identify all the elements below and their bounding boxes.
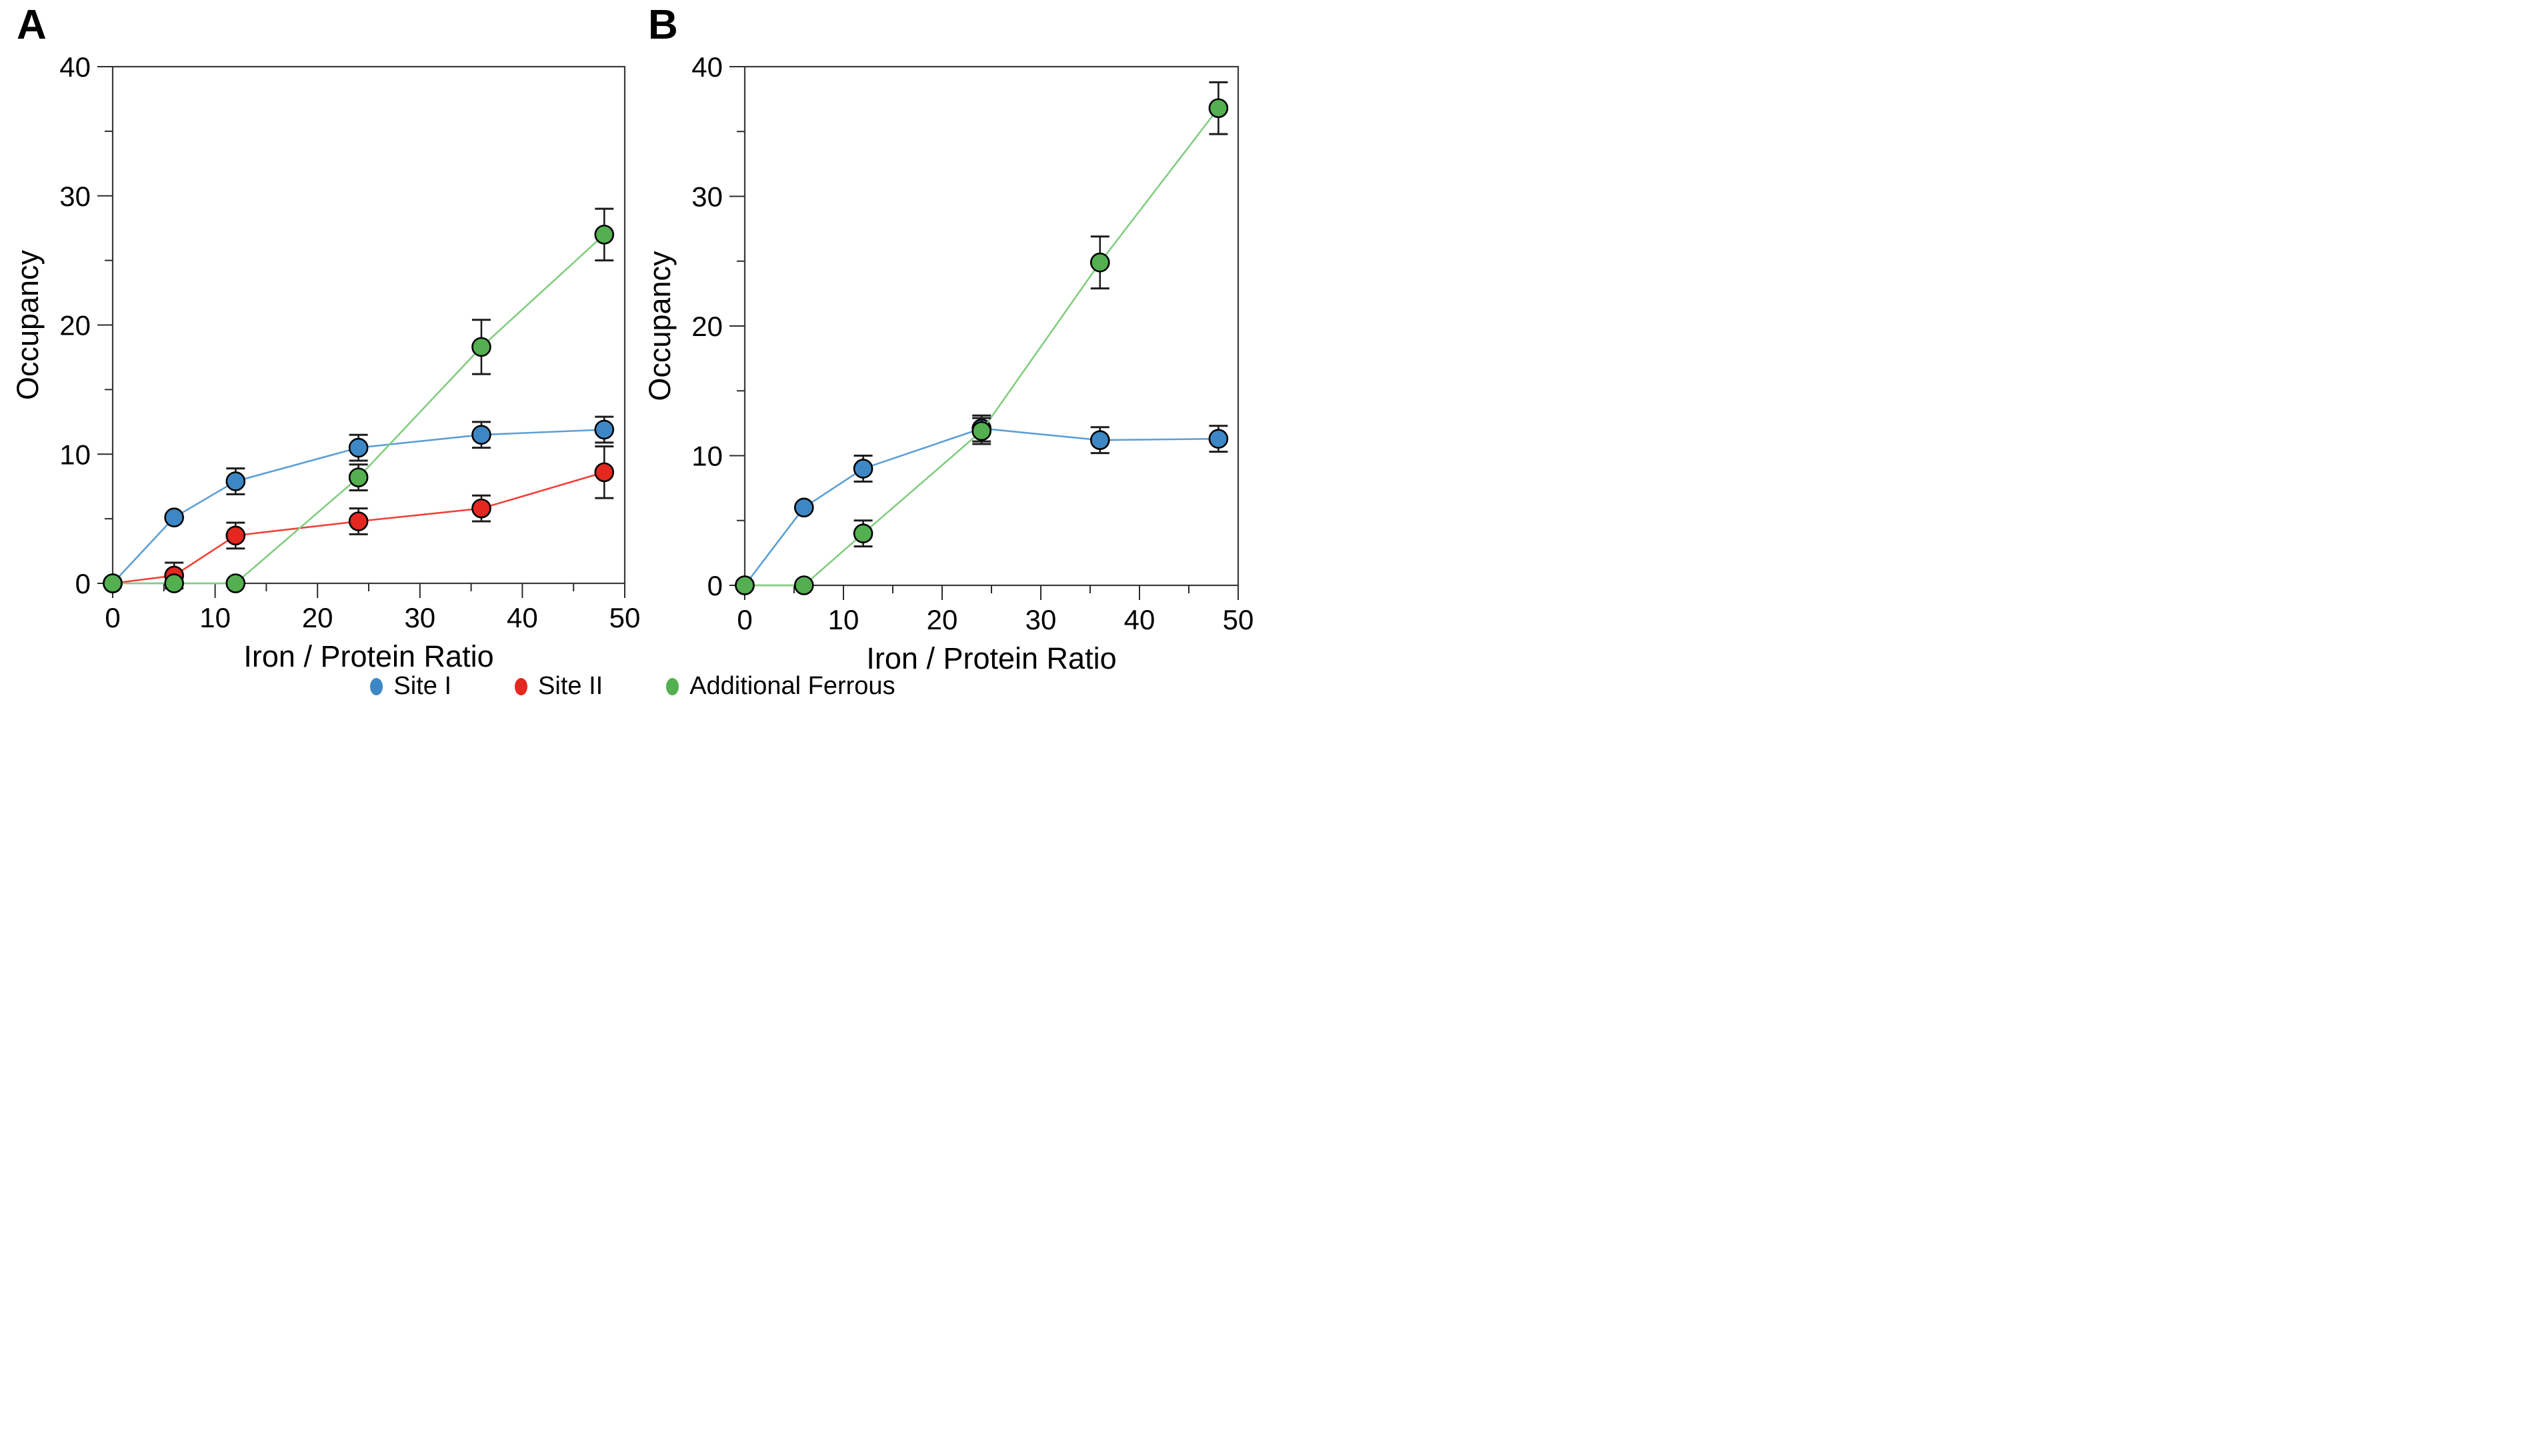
panel-b-label: B xyxy=(648,2,678,48)
y-tick-label: 0 xyxy=(707,570,723,601)
data-point-marker xyxy=(1208,429,1229,449)
charts-canvas: 0 10 20 30 40 50 0 10 20 30 40 Iron / Protein Ratio… xyxy=(11,51,1253,675)
x-tick-label: 40 xyxy=(1124,604,1155,635)
data-point-marker xyxy=(1090,252,1110,273)
legend-item-site-ii: Site II xyxy=(515,672,603,701)
data-point-marker xyxy=(594,419,615,440)
figure: A B 0 10 20 30 40 50 0 10 20 30 40 Iron / Protein R… xyxy=(0,0,1266,728)
plot-frame xyxy=(111,65,626,585)
data-point-marker xyxy=(348,511,369,531)
legend-item-label: Site I xyxy=(393,672,452,700)
data-point-marker xyxy=(594,462,615,483)
panel-b: 0 10 20 30 40 50 0 10 20 30 40 Iron / Protein Ratio… xyxy=(643,51,1253,675)
panel-a: 0 10 20 30 40 50 0 10 20 30 40 Iron / Protein Ratio… xyxy=(11,51,640,673)
x-tick-label: 0 xyxy=(105,602,120,633)
y-tick-label: 10 xyxy=(691,441,723,472)
legend-item-label: Site II xyxy=(538,672,603,700)
x-tick-label: 0 xyxy=(737,604,752,635)
data-point-marker xyxy=(1208,98,1229,119)
series-line xyxy=(113,233,605,585)
x-tick-label: 20 xyxy=(302,602,333,633)
series-additional-ferrous xyxy=(735,81,1229,595)
data-point-marker xyxy=(853,523,873,544)
y-axis-label: Occupancy xyxy=(11,249,45,400)
y-tick-label: 30 xyxy=(691,181,723,213)
x-tick-label: 20 xyxy=(927,604,958,635)
x-tick-label: 10 xyxy=(199,602,231,633)
data-point-marker xyxy=(348,437,369,458)
y-tick-label: 0 xyxy=(75,568,91,599)
x-axis-label: Iron / Protein Ratio xyxy=(243,639,493,673)
legend: Site I Site II Additional Ferrous xyxy=(0,672,1266,701)
data-point-marker xyxy=(164,573,184,593)
panel-a-label: A xyxy=(17,2,47,48)
series-additional-ferrous xyxy=(103,207,615,593)
data-point-marker xyxy=(471,337,491,357)
series-site-i xyxy=(103,415,615,593)
legend-item-label: Additional Ferrous xyxy=(689,672,895,700)
x-tick-label: 50 xyxy=(609,602,641,633)
data-point-marker xyxy=(348,467,369,487)
data-point-marker xyxy=(225,573,246,593)
y-tick-label: 20 xyxy=(691,311,723,342)
legend-marker-icon xyxy=(515,677,528,695)
legend-marker-icon xyxy=(666,677,679,695)
series-line xyxy=(743,427,1219,586)
data-point-marker xyxy=(1090,430,1110,450)
x-tick-label: 10 xyxy=(828,604,859,635)
data-point-marker xyxy=(594,225,615,245)
y-tick-label: 20 xyxy=(59,310,91,341)
data-point-marker xyxy=(164,507,184,527)
y-tick-label: 40 xyxy=(691,51,723,83)
data-point-marker xyxy=(103,573,123,593)
data-point-marker xyxy=(471,425,491,445)
series-line xyxy=(745,107,1219,587)
legend-marker-icon xyxy=(370,677,383,695)
x-tick-label: 30 xyxy=(404,602,435,633)
y-tick-label: 30 xyxy=(59,181,91,212)
plot-frame xyxy=(743,65,1239,587)
legend-item-additional-ferrous: Additional Ferrous xyxy=(666,672,895,701)
y-axis-label: Occupancy xyxy=(643,251,677,401)
data-point-marker xyxy=(471,498,491,519)
data-point-marker xyxy=(794,575,814,595)
legend-item-site-i: Site I xyxy=(370,672,451,701)
series-line xyxy=(112,471,605,585)
y-tick-label: 40 xyxy=(59,51,91,83)
data-point-marker xyxy=(225,525,246,546)
x-tick-label: 30 xyxy=(1025,604,1057,635)
data-point-marker xyxy=(853,459,873,479)
x-tick-label: 50 xyxy=(1223,604,1254,635)
y-tick-label: 10 xyxy=(59,439,91,470)
data-point-marker xyxy=(794,497,814,518)
x-axis-label: Iron / Protein Ratio xyxy=(866,641,1116,675)
data-point-marker xyxy=(735,575,755,595)
data-point-marker xyxy=(225,471,246,491)
data-point-marker xyxy=(971,421,991,441)
x-tick-label: 40 xyxy=(507,602,538,633)
series-line xyxy=(112,429,605,584)
